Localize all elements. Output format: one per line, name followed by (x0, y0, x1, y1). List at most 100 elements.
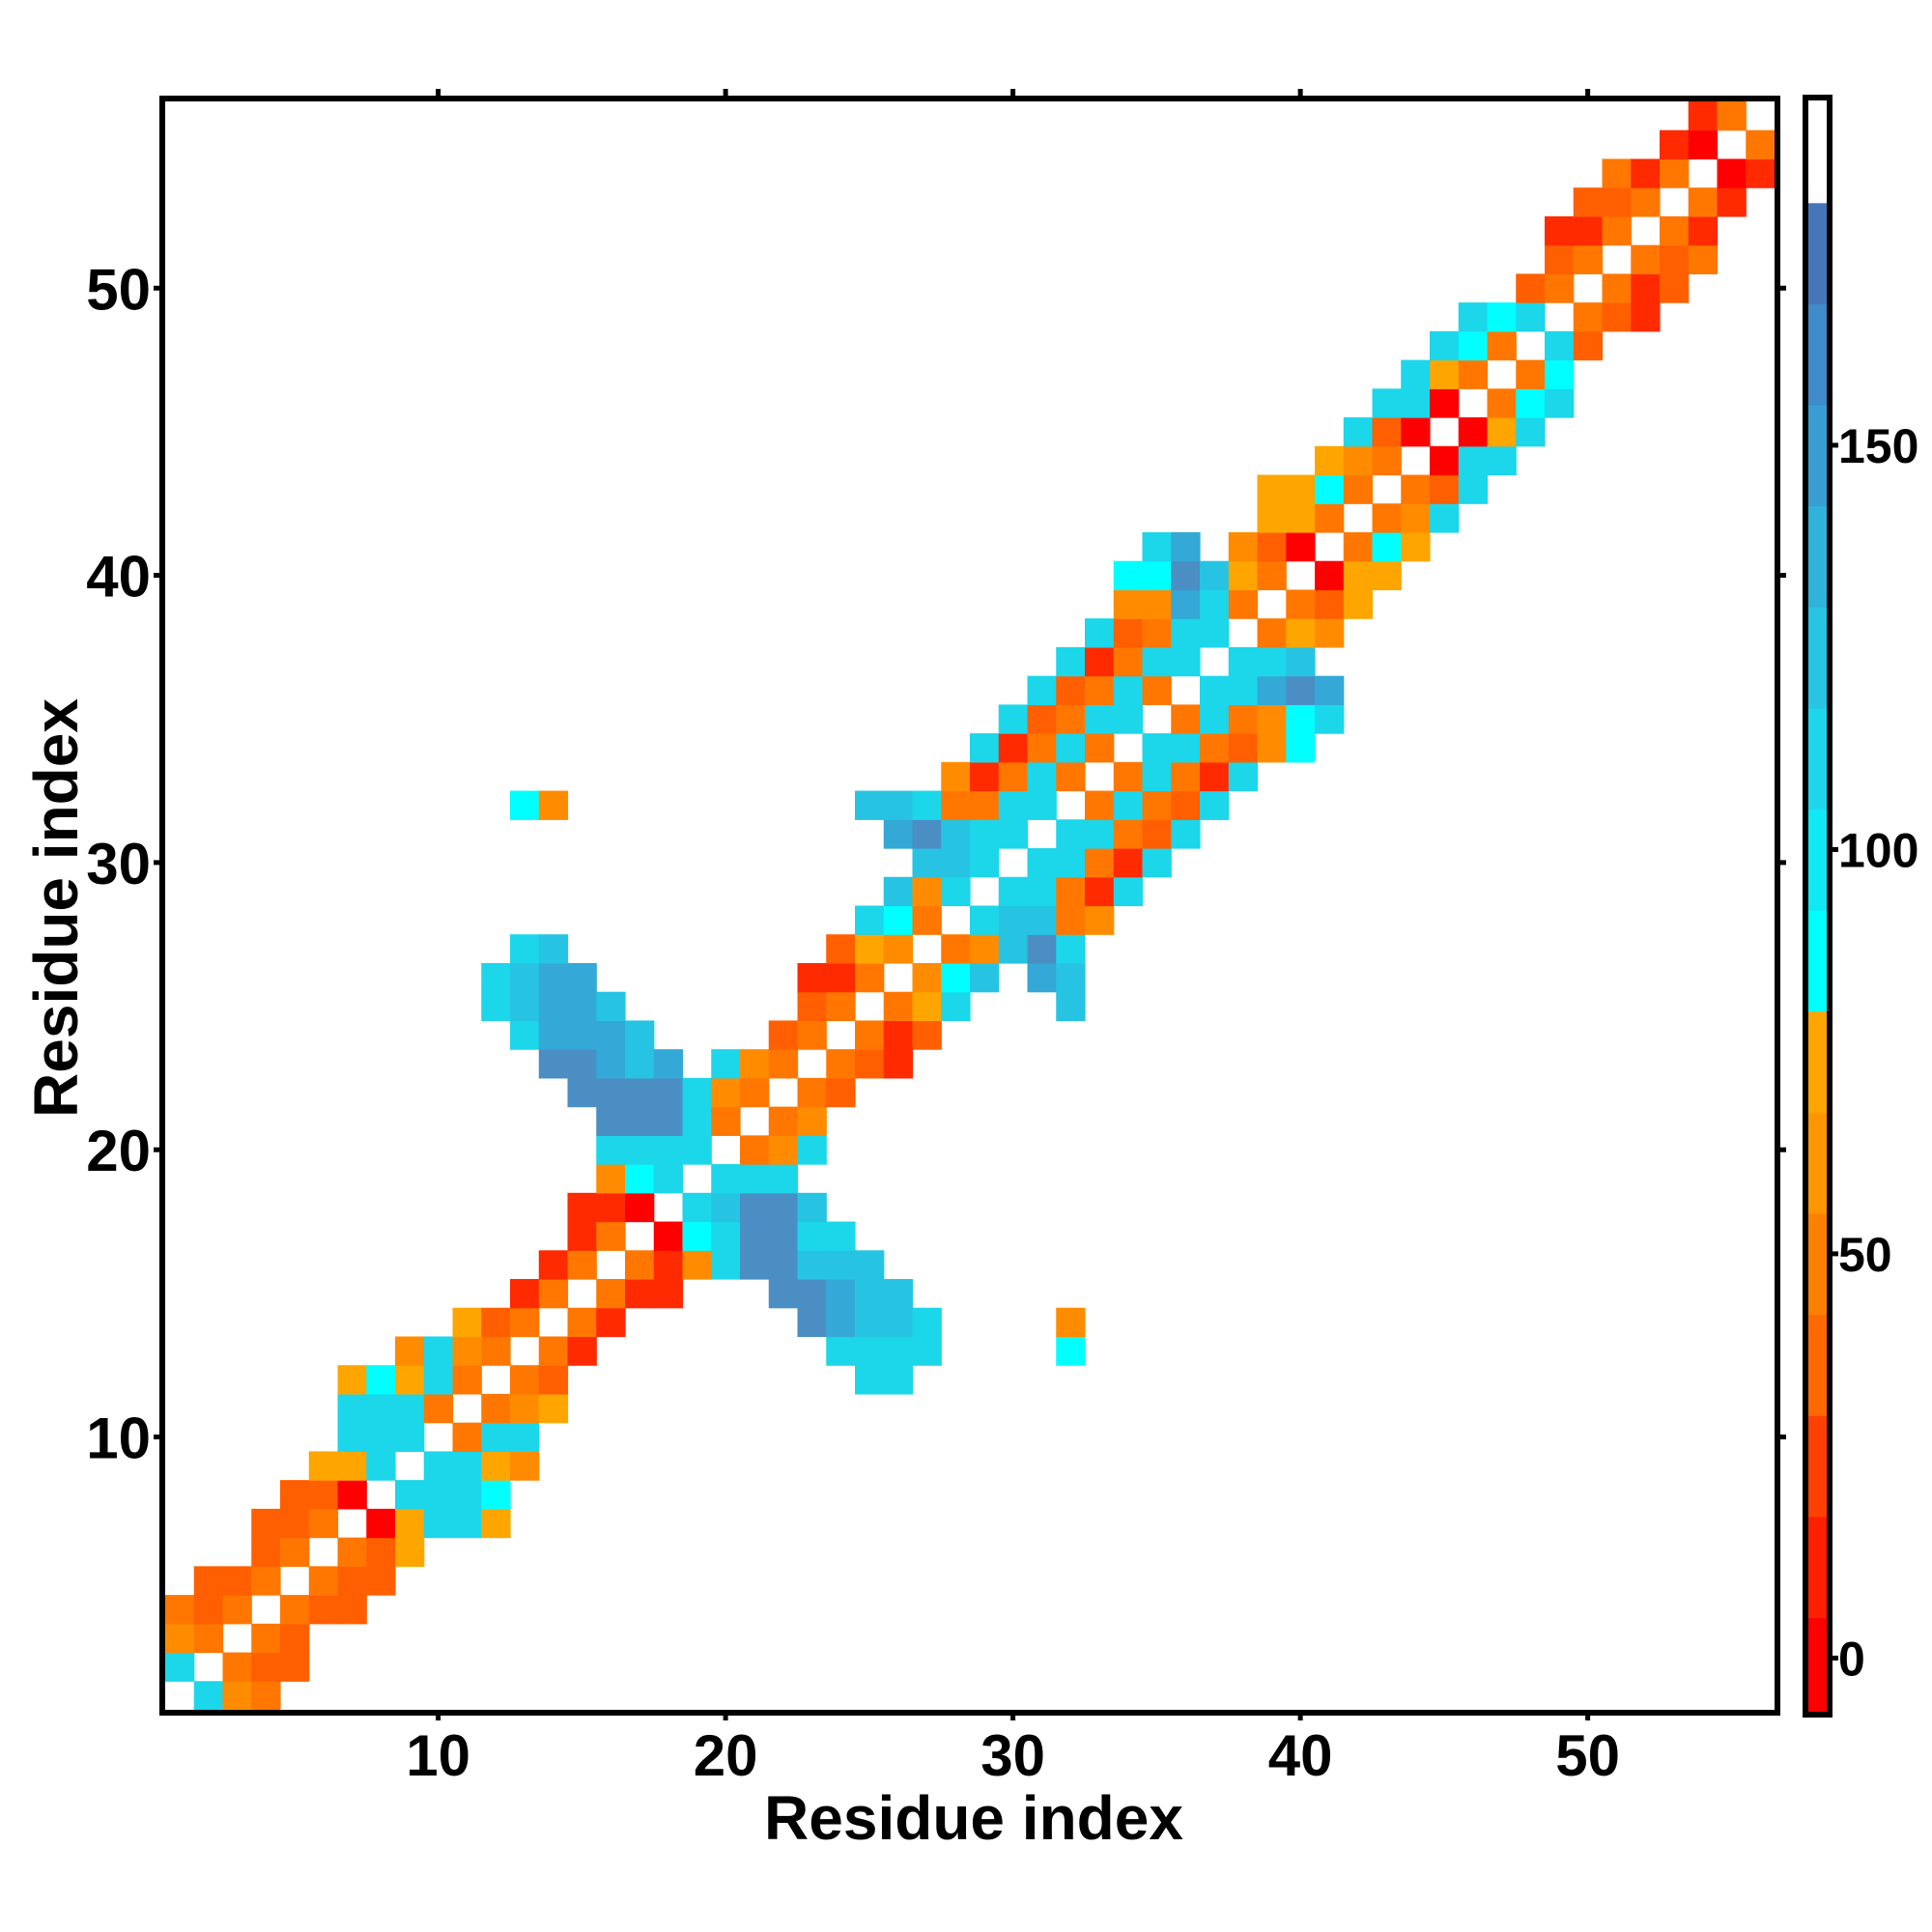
heatmap-cell (1142, 761, 1172, 792)
heatmap-cell (510, 790, 540, 820)
heatmap-cell (1315, 589, 1345, 619)
heatmap-cell (1085, 646, 1115, 677)
heatmap-cell (1286, 733, 1316, 763)
heatmap-cell (538, 1020, 569, 1050)
heatmap-cell (912, 1307, 942, 1338)
heatmap-cell (567, 1307, 597, 1338)
heatmap-cell (1257, 704, 1287, 734)
heatmap-cell (768, 1221, 799, 1251)
heatmap-cell (912, 905, 942, 935)
colorbar-band (1805, 303, 1830, 406)
heatmap-cell (1113, 618, 1144, 648)
heatmap-cell (1228, 704, 1259, 734)
heatmap-cell (1688, 215, 1719, 246)
heatmap-cell (308, 1480, 339, 1510)
heatmap-cell (625, 1077, 655, 1108)
colorbar-band (1805, 1010, 1830, 1113)
heatmap-cell (1430, 359, 1460, 389)
heatmap-cell (423, 1393, 454, 1424)
heatmap-cell (682, 1077, 712, 1108)
heatmap-cell (1660, 215, 1690, 246)
x-tick-label: 20 (694, 1723, 758, 1788)
heatmap-cell (912, 962, 942, 993)
heatmap-cell (452, 1365, 482, 1395)
heatmap-cell (165, 1595, 195, 1625)
heatmap-cell (998, 905, 1029, 935)
heatmap-cell (251, 1681, 281, 1711)
heatmap-cell (797, 962, 827, 993)
heatmap-cell (653, 1135, 684, 1165)
heatmap-cell (625, 1250, 655, 1280)
heatmap-cell (337, 1480, 367, 1510)
heatmap-cell (1056, 934, 1086, 964)
heatmap-cell (883, 1365, 914, 1395)
colorbar-band (1805, 1415, 1830, 1518)
heatmap-cell (883, 1049, 914, 1079)
heatmap-cell (1027, 934, 1057, 964)
heatmap-cell (1027, 848, 1057, 878)
heatmap-cell (970, 790, 1000, 820)
heatmap-cell (826, 1307, 856, 1338)
heatmap-cell (1573, 187, 1604, 217)
heatmap-cell (1602, 302, 1632, 332)
heatmap-cell (912, 991, 942, 1022)
colorbar-band (1805, 202, 1830, 304)
heatmap-cell (193, 1595, 224, 1625)
heatmap-cell (1343, 445, 1374, 476)
heatmap-cell (1142, 819, 1172, 849)
heatmap-cell (481, 991, 511, 1022)
axis-ticks (154, 89, 1786, 1720)
heatmap-cell (1688, 187, 1719, 217)
heatmap-cell (1085, 675, 1115, 705)
colorbar-band (1805, 607, 1830, 709)
heatmap-cell (567, 962, 597, 993)
heatmap-cell (337, 1566, 367, 1596)
heatmap-cell (1458, 359, 1489, 389)
heatmap-cell (826, 1250, 856, 1280)
heatmap-cell (481, 1393, 511, 1424)
heatmap-cell (423, 1451, 454, 1481)
heatmap-cell (395, 1365, 425, 1395)
heatmap-cell (1113, 704, 1144, 734)
heatmap-cell (768, 1164, 799, 1194)
heatmap-cell (280, 1623, 310, 1654)
heatmap-cell (941, 790, 971, 820)
heatmap-cell (1487, 445, 1517, 476)
heatmap-cell (941, 876, 971, 907)
heatmap-cell (510, 1451, 540, 1481)
heatmap-cell (1171, 819, 1201, 849)
heatmap-cell (855, 1250, 885, 1280)
heatmap-cell (1315, 618, 1345, 648)
heatmap-cell (1315, 503, 1345, 533)
heatmap-cell (1573, 244, 1604, 274)
heatmap-cell (740, 1221, 770, 1251)
heatmap-cell (768, 1049, 799, 1079)
heatmap-cell (510, 1020, 540, 1050)
heatmap-cell (567, 1077, 597, 1108)
heatmap-cell (797, 1135, 827, 1165)
heatmap-cell (1602, 158, 1632, 188)
heatmap-cell (567, 1192, 597, 1223)
heatmap-cell (740, 1250, 770, 1280)
heatmap-cell (797, 1307, 827, 1338)
colorbar-band (1805, 98, 1830, 204)
heatmap-cell (1315, 445, 1345, 476)
heatmap-cell (1228, 646, 1259, 677)
y-tick-label: 30 (86, 832, 151, 896)
heatmap-cell (1113, 761, 1144, 792)
heatmap-cell (1171, 618, 1201, 648)
heatmap-cell (1056, 646, 1086, 677)
heatmap-cell (1027, 790, 1057, 820)
heatmap-cell (1458, 417, 1489, 447)
heatmap-cell (1257, 531, 1287, 562)
heatmap-cell (1746, 129, 1776, 160)
heatmap-cell (1056, 704, 1086, 734)
heatmap-cell (366, 1537, 396, 1567)
heatmap-cell (1200, 560, 1230, 591)
heatmap-cell (366, 1393, 396, 1424)
heatmap-cell (1458, 330, 1489, 361)
heatmap-cell (1286, 704, 1316, 734)
heatmap-cell (1286, 589, 1316, 619)
heatmap-cell (1545, 330, 1575, 361)
heatmap-cell (998, 761, 1029, 792)
